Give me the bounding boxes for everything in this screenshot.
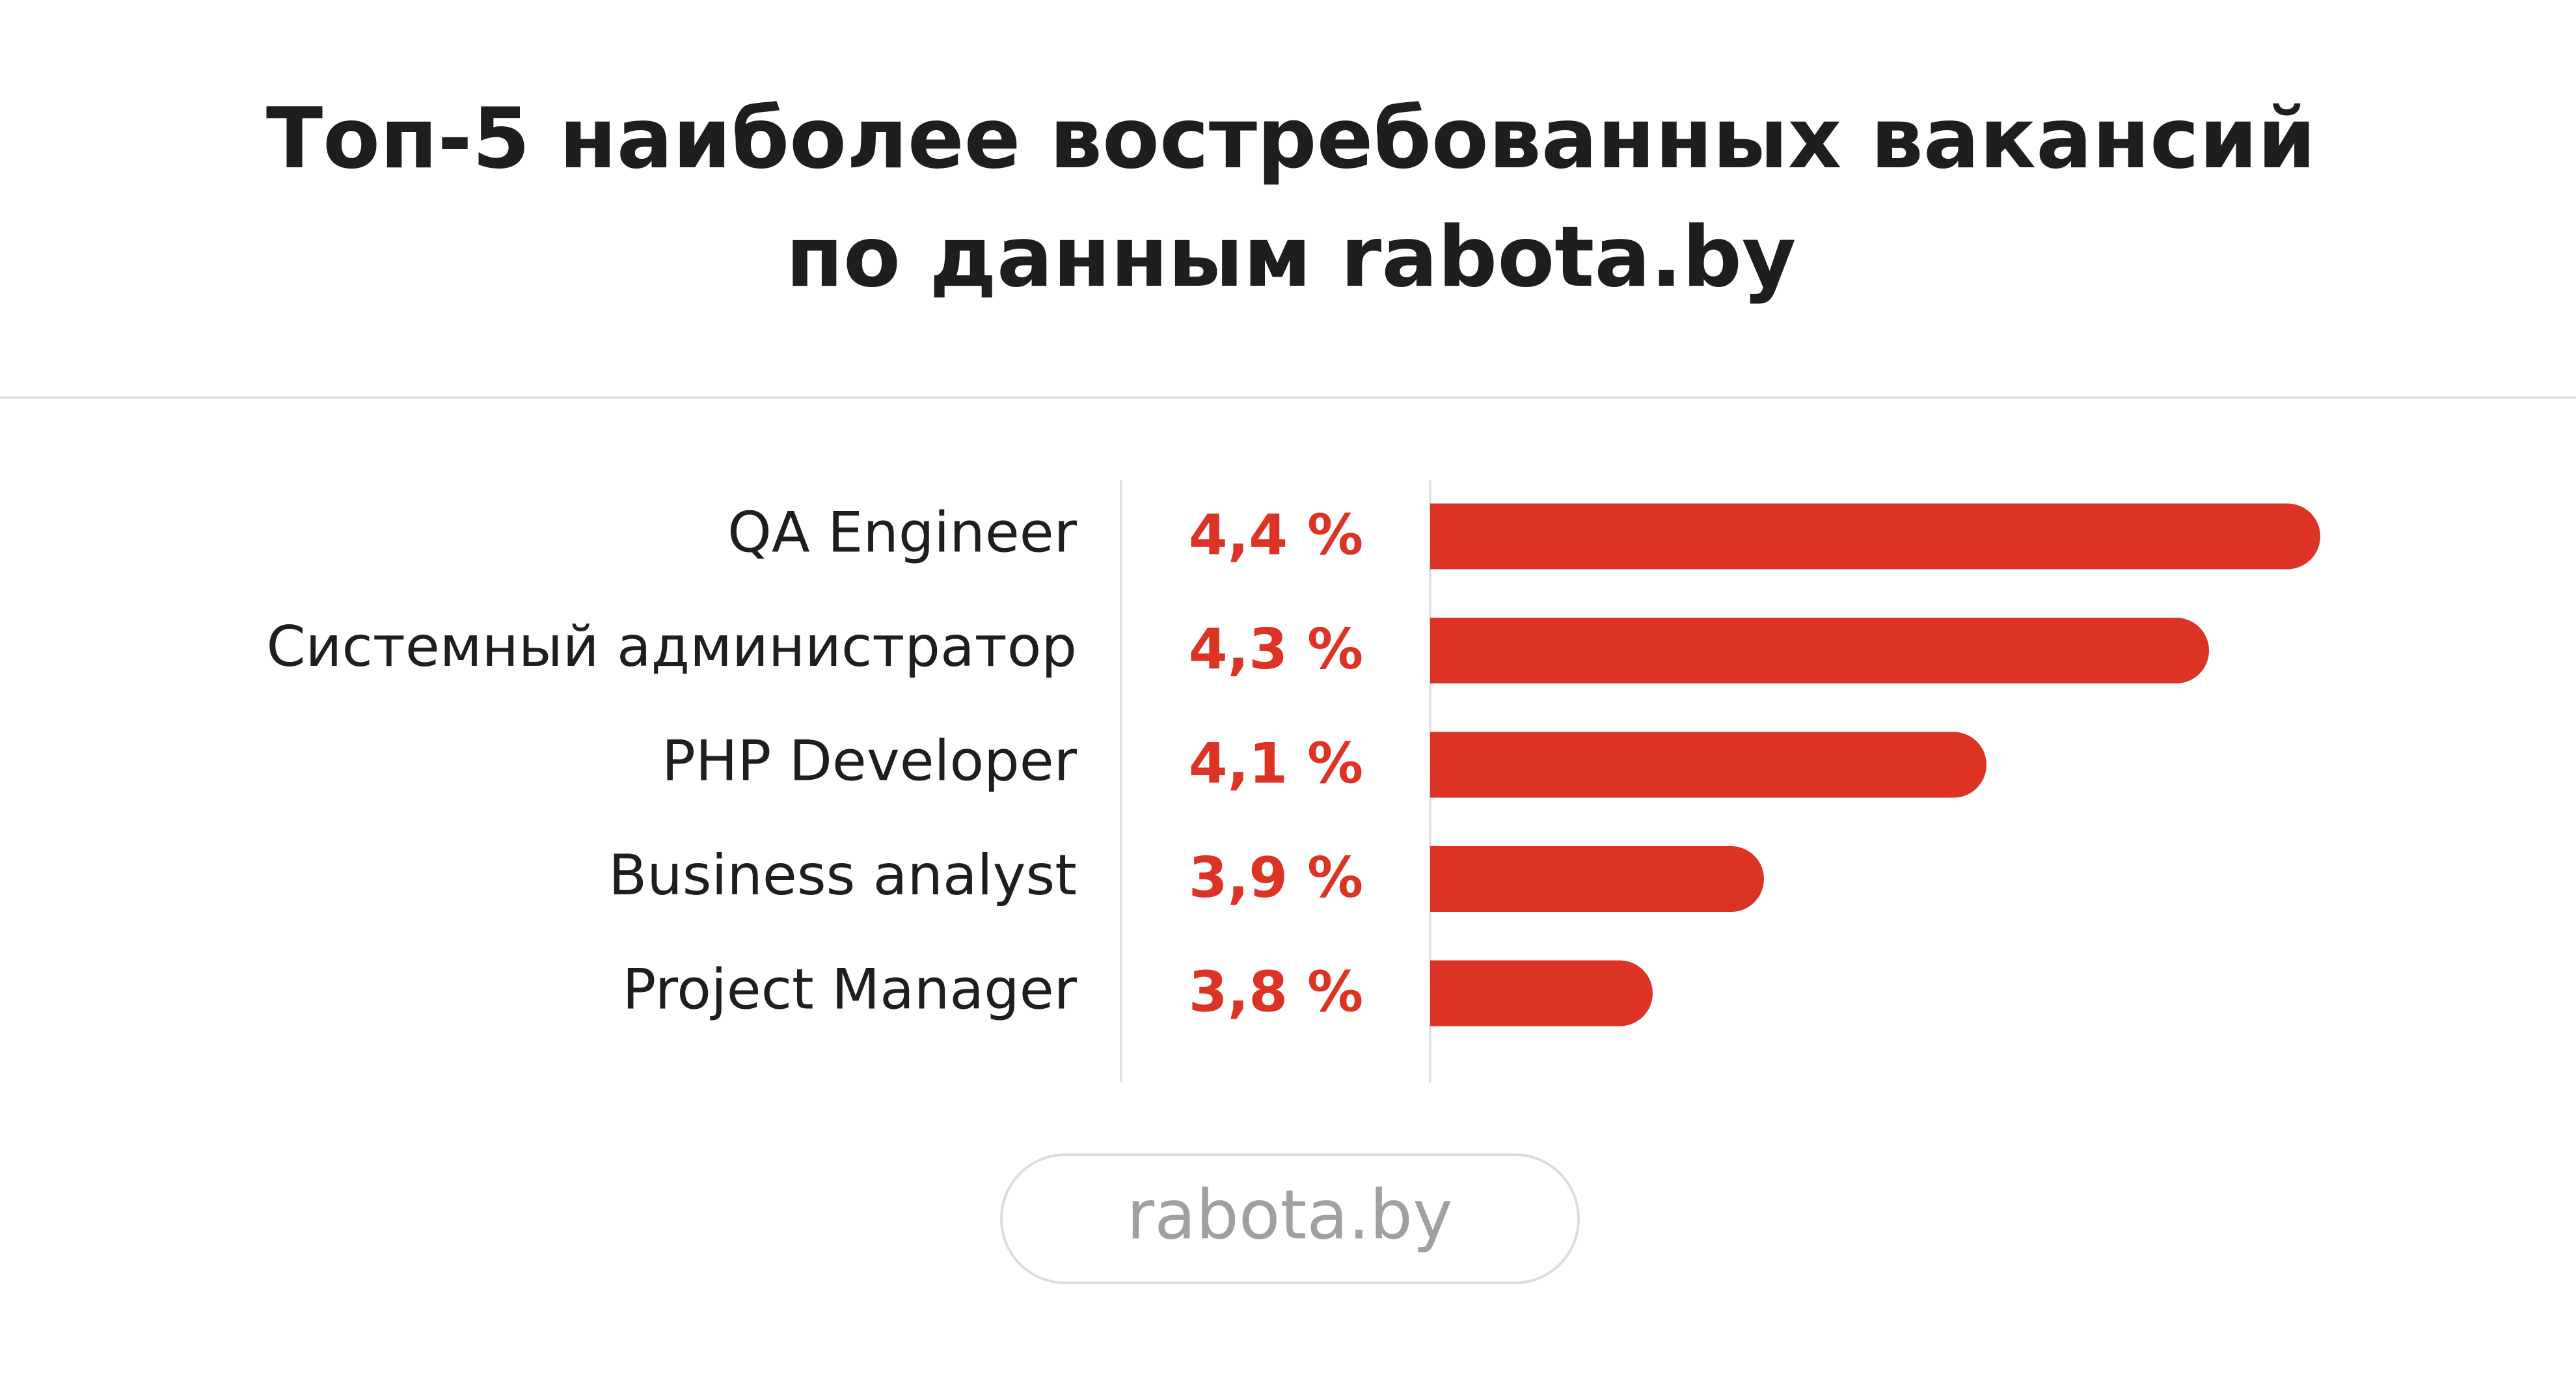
value-label: 3,9 % xyxy=(1189,846,1363,911)
category-label: Системный администратор xyxy=(267,614,1078,680)
value-label: 3,8 % xyxy=(1189,959,1363,1025)
bar xyxy=(1430,732,1986,798)
category-label: QA Engineer xyxy=(727,500,1078,565)
source: rabota.by xyxy=(1126,1175,1452,1254)
category-label: PHP Developer xyxy=(662,728,1078,793)
bar xyxy=(1430,846,1764,912)
value-label: 4,1 % xyxy=(1189,731,1363,796)
bar xyxy=(1430,503,2320,570)
value-label: 4,4 % xyxy=(1189,502,1363,568)
bar xyxy=(1430,617,2209,683)
chart-title: Топ-5 наиболее востребованных вакансий xyxy=(266,90,2316,187)
value-label: 4,3 % xyxy=(1189,617,1363,682)
source-badge xyxy=(1000,1153,1580,1284)
bar xyxy=(1430,960,1653,1026)
chart-title: по данным rabota.by xyxy=(786,209,1796,306)
category-label: Project Manager xyxy=(622,957,1077,1022)
category-label: Business analyst xyxy=(608,843,1077,908)
